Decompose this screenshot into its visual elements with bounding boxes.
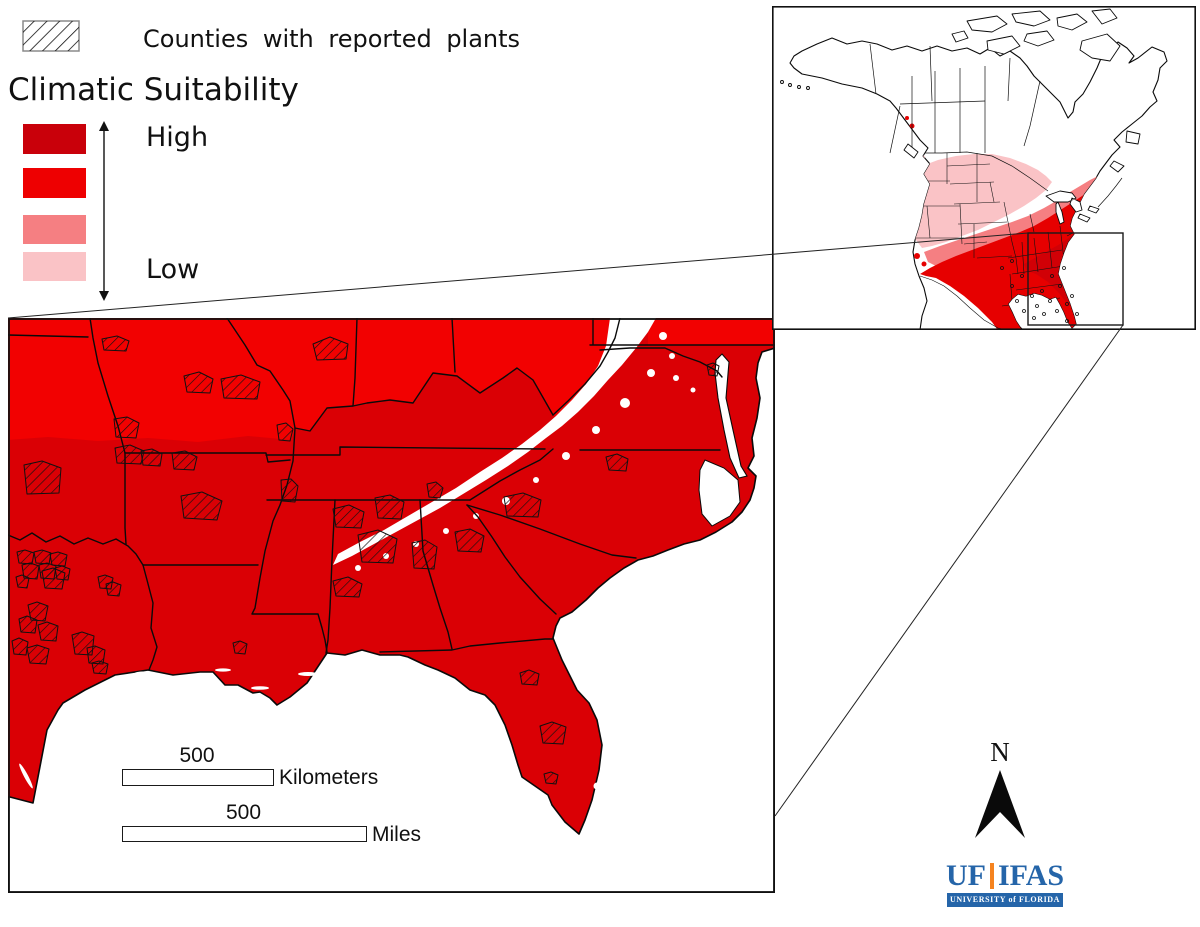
state-boundaries <box>8 318 775 671</box>
logo-subtitle: UNIVERSITY of FLORIDA <box>947 893 1063 907</box>
ramp-swatch-3 <box>23 215 86 244</box>
inset-province-lines <box>869 43 1123 208</box>
ocean <box>8 347 775 893</box>
logo-ifas: IFAS <box>997 859 1065 892</box>
miles-scale-unit: Miles <box>372 823 422 846</box>
islands-and-lakes <box>780 8 1141 225</box>
ramp-swatch-2 <box>23 168 86 198</box>
logo-uf: UF <box>945 859 986 892</box>
counties-legend-label: Counties with reported plants <box>143 25 521 53</box>
miles-scale-value: 500 <box>225 801 262 824</box>
uf-ifas-logo: UF IFAS UNIVERSITY of FLORIDA <box>944 861 1066 907</box>
logo-divider <box>989 863 994 889</box>
km-scale-value: 500 <box>179 744 215 767</box>
pamlico-sound <box>698 459 741 527</box>
miles-scale-bar <box>122 826 367 842</box>
km-scale-bar <box>122 769 274 786</box>
km-scale-unit: Kilometers <box>279 766 379 789</box>
main-map-southeast-us <box>8 318 775 893</box>
suitability-bright-band <box>8 318 775 442</box>
north-arrow-icon <box>975 770 1025 838</box>
ramp-arrow-icon <box>99 121 109 301</box>
ramp-swatch-low <box>23 252 86 281</box>
ramp-swatch-high <box>23 124 86 154</box>
legend-title: Climatic Suitability <box>8 72 299 108</box>
main-map-frame <box>8 318 775 893</box>
hatched-counties-swatch <box>22 20 80 52</box>
north-label: N <box>990 737 1010 767</box>
reported-plant-counties <box>11 335 720 785</box>
inset-map-north-america <box>772 6 1196 330</box>
ramp-low-label: Low <box>146 254 200 285</box>
ramp-high-label: High <box>146 122 209 153</box>
